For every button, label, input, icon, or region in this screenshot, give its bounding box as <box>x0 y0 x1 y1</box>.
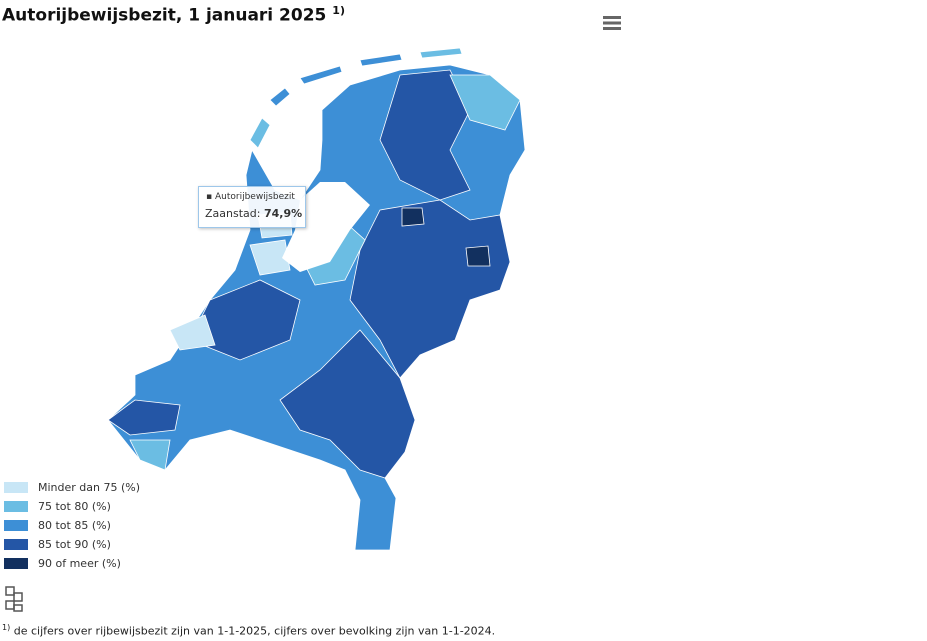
region[interactable] <box>279 329 416 479</box>
region[interactable] <box>169 314 216 351</box>
tooltip-label: Zaanstad: <box>205 207 261 220</box>
tooltip-value: Zaanstad: 74,9% <box>205 207 302 220</box>
island[interactable] <box>419 47 463 59</box>
region[interactable] <box>449 74 521 131</box>
island[interactable] <box>269 87 291 107</box>
legend-item[interactable]: 90 of meer (%) <box>4 554 140 573</box>
title: Autorijbewijsbezit, 1 januari 2025 1) <box>2 4 345 26</box>
legend-swatch <box>4 501 28 512</box>
title-note: 1) <box>332 4 345 17</box>
cbs-logo <box>5 586 23 612</box>
tooltip-series: ▪ Autorijbewijsbezit <box>206 192 295 202</box>
region[interactable] <box>465 245 491 267</box>
region[interactable] <box>107 399 181 436</box>
footnote: 1) de cijfers over rijbewijsbezit zijn v… <box>2 623 495 638</box>
legend-item[interactable]: 75 tot 80 (%) <box>4 497 140 516</box>
tooltip-number: 74,9% <box>263 207 303 220</box>
map <box>107 47 526 551</box>
legend-item[interactable]: 80 tot 85 (%) <box>4 516 140 535</box>
legend-item[interactable]: 85 tot 90 (%) <box>4 535 140 554</box>
footnote-marker: 1) <box>2 623 11 632</box>
legend-swatch <box>4 558 28 569</box>
title-text: Autorijbewijsbezit, 1 januari 2025 <box>2 5 327 26</box>
legend-label: 80 tot 85 (%) <box>38 519 111 532</box>
island[interactable] <box>249 117 271 149</box>
region[interactable] <box>249 239 291 276</box>
legend-swatch <box>4 482 28 493</box>
tooltip: ▪ Autorijbewijsbezit Zaanstad: 74,9% <box>198 186 306 228</box>
legend-swatch <box>4 520 28 531</box>
legend-label: 85 tot 90 (%) <box>38 538 111 551</box>
legend-label: Minder dan 75 (%) <box>38 481 141 494</box>
region[interactable] <box>349 199 511 379</box>
legend-swatch <box>4 539 28 550</box>
legend: Minder dan 75 (%) 75 tot 80 (%) 80 tot 85 … <box>4 478 140 573</box>
legend-label: 90 of meer (%) <box>38 557 121 570</box>
island[interactable] <box>359 53 403 67</box>
region[interactable] <box>129 439 171 471</box>
legend-item[interactable]: Minder dan 75 (%) <box>4 478 140 497</box>
menu-button[interactable] <box>603 15 621 31</box>
footnote-text: de cijfers over rijbewijsbezit zijn van … <box>13 624 496 638</box>
legend-label: 75 tot 80 (%) <box>38 500 111 513</box>
tooltip-series-name: Autorijbewijsbezit <box>214 192 295 202</box>
region[interactable] <box>401 207 425 227</box>
island[interactable] <box>299 65 343 85</box>
